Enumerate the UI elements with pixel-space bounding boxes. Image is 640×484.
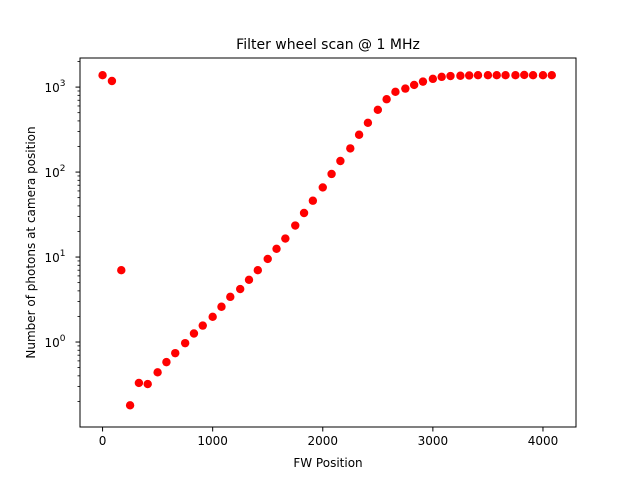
x-tick-label: 1000 bbox=[197, 434, 228, 448]
data-point bbox=[153, 368, 162, 377]
y-tick-label: 102 bbox=[44, 164, 65, 180]
data-point bbox=[327, 169, 336, 179]
data-point bbox=[501, 71, 510, 80]
data-point bbox=[492, 71, 501, 80]
data-point bbox=[363, 118, 373, 128]
data-point bbox=[217, 302, 226, 311]
data-point bbox=[308, 196, 318, 205]
y-axis-label: Number of photons at camera position bbox=[24, 126, 38, 358]
data-point bbox=[511, 71, 520, 80]
data-point bbox=[538, 71, 548, 80]
data-point bbox=[291, 221, 300, 230]
data-point bbox=[456, 71, 465, 80]
x-axis-ticks: 0 1000 2000 3000 4000 bbox=[99, 427, 558, 448]
data-point bbox=[483, 71, 493, 80]
data-point bbox=[189, 329, 199, 338]
data-point bbox=[143, 379, 152, 389]
data-point bbox=[318, 183, 327, 192]
data-point bbox=[336, 156, 345, 166]
data-point bbox=[125, 401, 135, 410]
data-point bbox=[473, 71, 483, 80]
data-point bbox=[465, 71, 474, 80]
data-point bbox=[520, 70, 529, 80]
x-tick-label: 2000 bbox=[307, 434, 338, 448]
data-point bbox=[547, 71, 556, 80]
data-point bbox=[208, 312, 217, 322]
data-point bbox=[180, 338, 190, 348]
data-point bbox=[382, 95, 391, 104]
data-point bbox=[409, 80, 419, 90]
data-point bbox=[107, 76, 117, 86]
data-point bbox=[418, 77, 428, 86]
data-markers bbox=[98, 70, 556, 410]
data-point bbox=[446, 71, 455, 81]
data-point bbox=[272, 244, 281, 254]
data-point bbox=[98, 71, 107, 80]
y-tick-label: 100 bbox=[44, 334, 65, 350]
x-tick-label: 0 bbox=[99, 434, 107, 448]
data-point bbox=[373, 105, 383, 115]
x-axis-label: FW Position bbox=[293, 456, 362, 470]
data-point bbox=[226, 292, 235, 302]
y-tick-label: 101 bbox=[44, 249, 65, 265]
data-point bbox=[354, 130, 364, 139]
data-point bbox=[391, 87, 400, 97]
data-point bbox=[428, 74, 438, 84]
data-point bbox=[528, 71, 538, 80]
data-point bbox=[253, 266, 263, 275]
data-point bbox=[134, 378, 144, 388]
data-point bbox=[162, 357, 171, 367]
data-point bbox=[437, 72, 446, 82]
data-point bbox=[281, 234, 290, 243]
data-point bbox=[171, 348, 180, 358]
data-point bbox=[244, 275, 254, 284]
x-tick-label: 4000 bbox=[528, 434, 559, 448]
data-point bbox=[401, 84, 410, 93]
x-tick-label: 3000 bbox=[418, 434, 449, 448]
data-point bbox=[263, 254, 272, 264]
data-point bbox=[346, 144, 355, 153]
y-axis-ticks: 100 101 102 103 bbox=[44, 61, 80, 402]
data-point bbox=[299, 208, 309, 218]
data-point bbox=[198, 321, 207, 330]
data-point bbox=[236, 284, 245, 294]
chart-title: Filter wheel scan @ 1 MHz bbox=[236, 37, 420, 53]
data-point bbox=[117, 266, 126, 275]
y-tick-label: 103 bbox=[44, 79, 65, 95]
plot-frame bbox=[79, 57, 577, 428]
